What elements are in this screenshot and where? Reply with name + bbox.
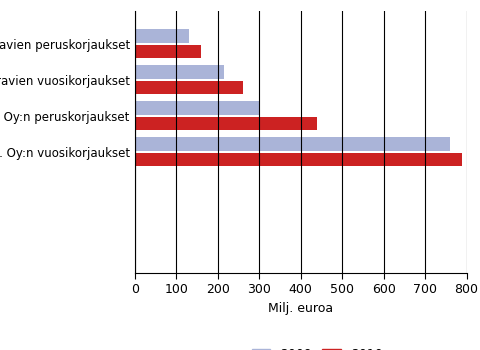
Bar xyxy=(134,117,317,131)
Bar xyxy=(134,80,242,94)
X-axis label: Milj. euroa: Milj. euroa xyxy=(267,302,333,315)
Bar xyxy=(134,101,259,115)
Legend: 2009, 2010: 2009, 2010 xyxy=(246,343,387,350)
Bar xyxy=(134,44,201,58)
Bar xyxy=(134,29,188,43)
Bar xyxy=(134,153,461,167)
Bar xyxy=(134,137,449,151)
Bar xyxy=(134,65,223,79)
